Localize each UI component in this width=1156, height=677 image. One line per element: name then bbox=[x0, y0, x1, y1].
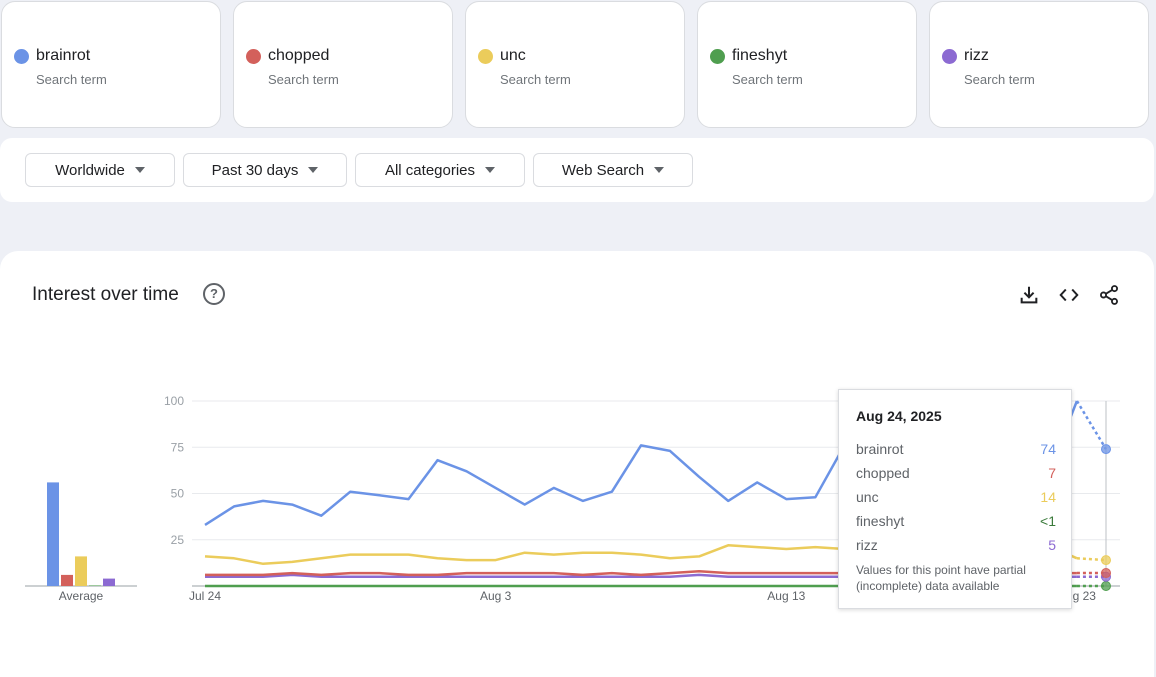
region-dropdown[interactable]: Worldwide bbox=[25, 153, 175, 187]
tooltip-value: 5 bbox=[1048, 537, 1056, 553]
chart-tooltip: Aug 24, 2025 brainrot 74 chopped 7 unc 1… bbox=[838, 389, 1072, 609]
tooltip-row-fineshyt: fineshyt <1 bbox=[856, 513, 1056, 529]
code-icon[interactable] bbox=[1058, 284, 1080, 306]
period-label: Past 30 days bbox=[211, 161, 299, 179]
term-color-dot bbox=[478, 49, 493, 64]
hover-point-chopped bbox=[1101, 568, 1111, 579]
term-subtitle: Search term bbox=[732, 72, 803, 87]
tooltip-row-rizz: rizz 5 bbox=[856, 537, 1056, 553]
average-bar-unc bbox=[75, 556, 87, 586]
category-label: All categories bbox=[384, 161, 476, 179]
term-card-unc[interactable]: unc Search term bbox=[465, 1, 685, 128]
y-tick-label: 75 bbox=[171, 440, 185, 454]
tooltip-value: 14 bbox=[1040, 489, 1056, 505]
search-type-label: Web Search bbox=[561, 161, 645, 179]
term-name[interactable]: rizz bbox=[964, 47, 989, 64]
tooltip-value: 74 bbox=[1040, 441, 1056, 457]
search-type-dropdown[interactable]: Web Search bbox=[533, 153, 693, 187]
average-bar-chopped bbox=[61, 574, 73, 586]
hover-point-fineshyt bbox=[1101, 581, 1111, 591]
hover-point-brainrot bbox=[1101, 444, 1111, 455]
question-circle-icon[interactable]: ? bbox=[203, 283, 225, 305]
tooltip-term: unc bbox=[856, 489, 879, 505]
tooltip-row-unc: unc 14 bbox=[856, 489, 1056, 505]
download-icon[interactable] bbox=[1018, 284, 1040, 306]
term-color-dot bbox=[14, 49, 29, 64]
region-label: Worldwide bbox=[55, 161, 125, 179]
tooltip-value: 7 bbox=[1048, 465, 1056, 481]
tooltip-term: brainrot bbox=[856, 441, 904, 457]
tooltip-term: chopped bbox=[856, 465, 910, 481]
filters-bar: Worldwide Past 30 days All categories We… bbox=[0, 138, 1154, 202]
tooltip-term: rizz bbox=[856, 537, 878, 553]
y-tick-label: 50 bbox=[171, 487, 185, 501]
category-dropdown[interactable]: All categories bbox=[355, 153, 525, 187]
tooltip-row-chopped: chopped 7 bbox=[856, 465, 1056, 481]
term-name[interactable]: chopped bbox=[268, 47, 330, 64]
caret-down-icon bbox=[134, 167, 145, 173]
caret-down-icon bbox=[654, 167, 665, 173]
tooltip-term: fineshyt bbox=[856, 513, 905, 529]
y-tick-label: 25 bbox=[171, 533, 185, 547]
term-color-dot bbox=[246, 49, 261, 64]
term-name[interactable]: unc bbox=[500, 47, 526, 64]
share-icon[interactable] bbox=[1098, 284, 1120, 306]
tooltip-date: Aug 24, 2025 bbox=[856, 408, 942, 424]
tooltip-row-brainrot: brainrot 74 bbox=[856, 441, 1056, 457]
caret-down-icon bbox=[308, 167, 319, 173]
term-subtitle: Search term bbox=[36, 72, 107, 87]
term-card-brainrot[interactable]: brainrot Search term bbox=[1, 1, 221, 128]
term-card-chopped[interactable]: chopped Search term bbox=[233, 1, 453, 128]
term-subtitle: Search term bbox=[964, 72, 1035, 87]
period-dropdown[interactable]: Past 30 days bbox=[183, 153, 347, 187]
term-color-dot bbox=[710, 49, 725, 64]
x-tick-label: Aug 3 bbox=[480, 589, 512, 603]
average-label: Average bbox=[58, 589, 104, 603]
term-card-fineshyt[interactable]: fineshyt Search term bbox=[697, 1, 917, 128]
interest-over-time-card: Interest over time ? 100 75 50 25 Jul 24 Aug … bbox=[0, 251, 1154, 677]
term-card-rizz[interactable]: rizz Search term bbox=[929, 1, 1149, 128]
x-tick-label: Jul 24 bbox=[189, 589, 221, 603]
series-partial-segment-brainrot bbox=[1075, 400, 1108, 450]
average-bar-rizz bbox=[103, 578, 115, 586]
term-subtitle: Search term bbox=[268, 72, 339, 87]
y-tick-label: 100 bbox=[164, 394, 184, 408]
tooltip-value: <1 bbox=[1040, 513, 1056, 529]
average-bar-brainrot bbox=[47, 482, 59, 586]
tooltip-partial-note: Values for this point have partial (inco… bbox=[856, 563, 1026, 593]
average-bar-fineshyt bbox=[89, 585, 101, 586]
term-subtitle: Search term bbox=[500, 72, 571, 87]
section-title: Interest over time bbox=[32, 284, 179, 305]
term-name[interactable]: fineshyt bbox=[732, 47, 788, 64]
hover-point-unc bbox=[1101, 555, 1111, 566]
term-name[interactable]: brainrot bbox=[36, 47, 91, 64]
caret-down-icon bbox=[485, 167, 496, 173]
term-color-dot bbox=[942, 49, 957, 64]
x-tick-label: Aug 13 bbox=[767, 589, 805, 603]
